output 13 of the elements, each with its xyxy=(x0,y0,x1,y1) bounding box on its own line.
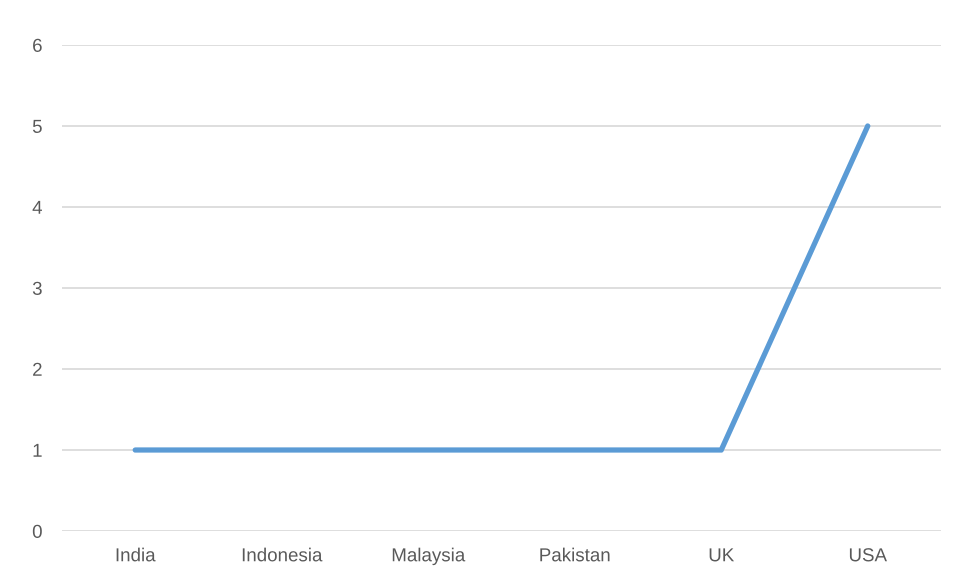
x-tick-label: Pakistan xyxy=(540,548,610,562)
y-tick-label: 5 xyxy=(32,120,42,133)
y-tick-label: 3 xyxy=(32,282,42,295)
x-tick-label: Indonesia xyxy=(242,548,322,562)
y-tick-label: 2 xyxy=(33,362,42,376)
x-tick-label: India xyxy=(116,548,156,562)
y-tick-label: 4 xyxy=(32,200,42,214)
x-tick-label: USA xyxy=(850,548,887,562)
y-tick-label: 1 xyxy=(34,444,42,457)
x-tick-label: Malaysia xyxy=(392,548,466,566)
x-tick-label: UK xyxy=(710,548,734,562)
y-tick-label: 0 xyxy=(32,524,42,538)
y-tick-label: 6 xyxy=(33,38,42,52)
